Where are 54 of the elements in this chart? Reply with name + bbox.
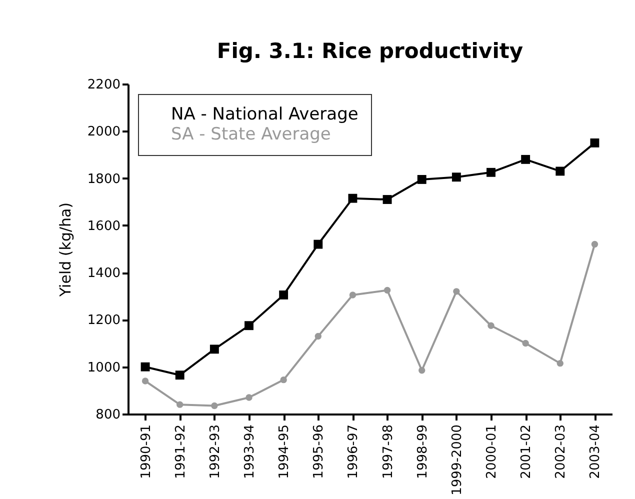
point bbox=[488, 322, 494, 329]
x-tick-label: 1996-97 bbox=[346, 424, 362, 479]
x-tick-label: 2001-02 bbox=[519, 424, 534, 479]
point bbox=[210, 344, 219, 354]
point bbox=[417, 174, 426, 184]
x-tick-label: 1993-94 bbox=[242, 424, 258, 479]
point bbox=[521, 154, 530, 164]
point bbox=[349, 292, 356, 298]
text: NA - National Average bbox=[171, 104, 358, 124]
point bbox=[314, 332, 322, 340]
point bbox=[590, 138, 600, 148]
point bbox=[314, 240, 323, 249]
y-tick-label: 1000 bbox=[87, 360, 120, 376]
point bbox=[452, 172, 461, 182]
point bbox=[176, 401, 184, 408]
point bbox=[418, 367, 426, 374]
x-tick-label: 1997-98 bbox=[380, 424, 396, 479]
x-tick-label: 2003-04 bbox=[588, 424, 604, 479]
point bbox=[348, 194, 358, 203]
point bbox=[280, 376, 287, 384]
point bbox=[175, 370, 184, 380]
point bbox=[522, 340, 529, 347]
point bbox=[556, 360, 564, 367]
chart-title: Fig. 3.1: Rice productivity bbox=[216, 39, 524, 63]
point bbox=[211, 402, 218, 410]
y-tick-label: 2000 bbox=[87, 124, 120, 140]
point bbox=[279, 290, 288, 300]
point bbox=[556, 166, 565, 176]
y-tick-label: 1200 bbox=[87, 313, 120, 328]
point bbox=[453, 288, 460, 295]
point bbox=[486, 168, 496, 177]
x-tick-label: 1999-2000 bbox=[450, 424, 465, 496]
point bbox=[382, 195, 392, 204]
x-tick-label: 1995-96 bbox=[312, 424, 327, 479]
point bbox=[246, 394, 252, 401]
y-tick-label: 2200 bbox=[87, 78, 120, 92]
text: SA - State Average bbox=[171, 124, 331, 144]
y-tick-label: 1400 bbox=[87, 266, 120, 282]
x-tick-label: 1990-91 bbox=[138, 424, 154, 479]
x-tick-label: 2000-01 bbox=[484, 424, 500, 479]
x-tick-label: 1992-93 bbox=[208, 424, 223, 479]
x-tick-label: 1998-99 bbox=[415, 424, 430, 479]
point bbox=[591, 240, 598, 248]
x-tick-label: 2002-03 bbox=[554, 424, 569, 479]
y-tick-label: 1800 bbox=[87, 172, 120, 187]
point bbox=[384, 286, 391, 294]
point bbox=[142, 378, 149, 384]
y-tick-label: 800 bbox=[96, 408, 120, 422]
y-tick-label: 1600 bbox=[87, 218, 120, 234]
point bbox=[140, 362, 150, 372]
y-axis-title: Yield (kg/ha) bbox=[56, 202, 74, 298]
x-tick-label: 1994-95 bbox=[277, 424, 292, 479]
point bbox=[244, 321, 254, 330]
x-tick-label: 1991-92 bbox=[173, 424, 188, 479]
